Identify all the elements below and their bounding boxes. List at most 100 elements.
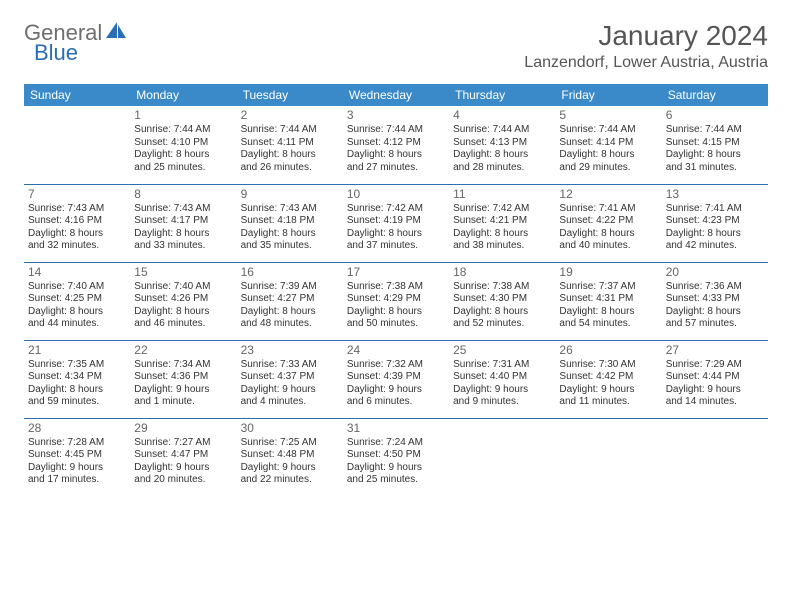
sunset-line: Sunset: 4:47 PM: [134, 449, 232, 462]
day-number: 30: [241, 421, 339, 436]
day-number: 27: [666, 343, 764, 358]
daylight-line-1: Daylight: 9 hours: [666, 384, 764, 397]
daylight-line-1: Daylight: 9 hours: [347, 384, 445, 397]
daylight-line-2: and 44 minutes.: [28, 318, 126, 331]
sunset-line: Sunset: 4:40 PM: [453, 371, 551, 384]
daylight-line-2: and 32 minutes.: [28, 240, 126, 253]
week-row: 21Sunrise: 7:35 AMSunset: 4:34 PMDayligh…: [24, 340, 768, 418]
sunrise-line: Sunrise: 7:38 AM: [347, 281, 445, 294]
daylight-line-1: Daylight: 9 hours: [134, 384, 232, 397]
sunrise-line: Sunrise: 7:44 AM: [347, 124, 445, 137]
day-cell: 3Sunrise: 7:44 AMSunset: 4:12 PMDaylight…: [343, 106, 449, 184]
daylight-line-2: and 42 minutes.: [666, 240, 764, 253]
col-header: Saturday: [662, 84, 768, 106]
sunset-line: Sunset: 4:42 PM: [559, 371, 657, 384]
daylight-line-2: and 38 minutes.: [453, 240, 551, 253]
day-cell: 27Sunrise: 7:29 AMSunset: 4:44 PMDayligh…: [662, 340, 768, 418]
daylight-line-1: Daylight: 8 hours: [559, 306, 657, 319]
daylight-line-2: and 25 minutes.: [134, 162, 232, 175]
daylight-line-1: Daylight: 8 hours: [347, 306, 445, 319]
sunrise-line: Sunrise: 7:43 AM: [134, 203, 232, 216]
sunset-line: Sunset: 4:11 PM: [241, 137, 339, 150]
sunset-line: Sunset: 4:31 PM: [559, 293, 657, 306]
sunset-line: Sunset: 4:12 PM: [347, 137, 445, 150]
daylight-line-2: and 46 minutes.: [134, 318, 232, 331]
daylight-line-2: and 54 minutes.: [559, 318, 657, 331]
day-number: 24: [347, 343, 445, 358]
day-number: 10: [347, 187, 445, 202]
day-cell: 31Sunrise: 7:24 AMSunset: 4:50 PMDayligh…: [343, 418, 449, 496]
sunset-line: Sunset: 4:16 PM: [28, 215, 126, 228]
day-number: 2: [241, 108, 339, 123]
sunrise-line: Sunrise: 7:42 AM: [453, 203, 551, 216]
daylight-line-1: Daylight: 8 hours: [134, 228, 232, 241]
sunrise-line: Sunrise: 7:32 AM: [347, 359, 445, 372]
day-cell: 24Sunrise: 7:32 AMSunset: 4:39 PMDayligh…: [343, 340, 449, 418]
sunrise-line: Sunrise: 7:44 AM: [453, 124, 551, 137]
daylight-line-1: Daylight: 8 hours: [28, 306, 126, 319]
day-cell: 26Sunrise: 7:30 AMSunset: 4:42 PMDayligh…: [555, 340, 661, 418]
day-cell: [24, 106, 130, 184]
day-number: 3: [347, 108, 445, 123]
daylight-line-1: Daylight: 9 hours: [241, 462, 339, 475]
sunset-line: Sunset: 4:15 PM: [666, 137, 764, 150]
daylight-line-1: Daylight: 8 hours: [453, 228, 551, 241]
sunrise-line: Sunrise: 7:31 AM: [453, 359, 551, 372]
sunrise-line: Sunrise: 7:44 AM: [559, 124, 657, 137]
day-cell: 23Sunrise: 7:33 AMSunset: 4:37 PMDayligh…: [237, 340, 343, 418]
daylight-line-1: Daylight: 8 hours: [347, 228, 445, 241]
day-cell: 4Sunrise: 7:44 AMSunset: 4:13 PMDaylight…: [449, 106, 555, 184]
daylight-line-1: Daylight: 8 hours: [134, 149, 232, 162]
day-cell: 14Sunrise: 7:40 AMSunset: 4:25 PMDayligh…: [24, 262, 130, 340]
sunrise-line: Sunrise: 7:39 AM: [241, 281, 339, 294]
sunset-line: Sunset: 4:27 PM: [241, 293, 339, 306]
sunset-line: Sunset: 4:19 PM: [347, 215, 445, 228]
daylight-line-1: Daylight: 8 hours: [559, 228, 657, 241]
day-number: 9: [241, 187, 339, 202]
col-header: Wednesday: [343, 84, 449, 106]
day-number: 13: [666, 187, 764, 202]
daylight-line-1: Daylight: 8 hours: [347, 149, 445, 162]
day-number: 20: [666, 265, 764, 280]
day-number: 18: [453, 265, 551, 280]
sunset-line: Sunset: 4:37 PM: [241, 371, 339, 384]
daylight-line-1: Daylight: 8 hours: [453, 306, 551, 319]
daylight-line-2: and 6 minutes.: [347, 396, 445, 409]
daylight-line-1: Daylight: 8 hours: [241, 228, 339, 241]
daylight-line-1: Daylight: 8 hours: [134, 306, 232, 319]
col-header: Thursday: [449, 84, 555, 106]
daylight-line-1: Daylight: 9 hours: [347, 462, 445, 475]
sunrise-line: Sunrise: 7:29 AM: [666, 359, 764, 372]
sunrise-line: Sunrise: 7:44 AM: [134, 124, 232, 137]
day-cell: [449, 418, 555, 496]
daylight-line-2: and 40 minutes.: [559, 240, 657, 253]
day-number: 8: [134, 187, 232, 202]
day-number: 14: [28, 265, 126, 280]
daylight-line-2: and 14 minutes.: [666, 396, 764, 409]
day-number: 6: [666, 108, 764, 123]
month-title: January 2024: [524, 20, 768, 52]
daylight-line-1: Daylight: 8 hours: [559, 149, 657, 162]
day-number: 4: [453, 108, 551, 123]
daylight-line-1: Daylight: 8 hours: [28, 384, 126, 397]
day-cell: 19Sunrise: 7:37 AMSunset: 4:31 PMDayligh…: [555, 262, 661, 340]
sunrise-line: Sunrise: 7:42 AM: [347, 203, 445, 216]
day-cell: 1Sunrise: 7:44 AMSunset: 4:10 PMDaylight…: [130, 106, 236, 184]
day-cell: 10Sunrise: 7:42 AMSunset: 4:19 PMDayligh…: [343, 184, 449, 262]
sunrise-line: Sunrise: 7:25 AM: [241, 437, 339, 450]
day-number: 22: [134, 343, 232, 358]
daylight-line-1: Daylight: 8 hours: [453, 149, 551, 162]
sunrise-line: Sunrise: 7:28 AM: [28, 437, 126, 450]
sunset-line: Sunset: 4:39 PM: [347, 371, 445, 384]
day-cell: 8Sunrise: 7:43 AMSunset: 4:17 PMDaylight…: [130, 184, 236, 262]
sunset-line: Sunset: 4:14 PM: [559, 137, 657, 150]
sunset-line: Sunset: 4:23 PM: [666, 215, 764, 228]
sunrise-line: Sunrise: 7:27 AM: [134, 437, 232, 450]
day-cell: 9Sunrise: 7:43 AMSunset: 4:18 PMDaylight…: [237, 184, 343, 262]
day-number: 25: [453, 343, 551, 358]
col-header: Tuesday: [237, 84, 343, 106]
daylight-line-2: and 27 minutes.: [347, 162, 445, 175]
day-cell: 20Sunrise: 7:36 AMSunset: 4:33 PMDayligh…: [662, 262, 768, 340]
calendar-body: 1Sunrise: 7:44 AMSunset: 4:10 PMDaylight…: [24, 106, 768, 496]
daylight-line-2: and 20 minutes.: [134, 474, 232, 487]
